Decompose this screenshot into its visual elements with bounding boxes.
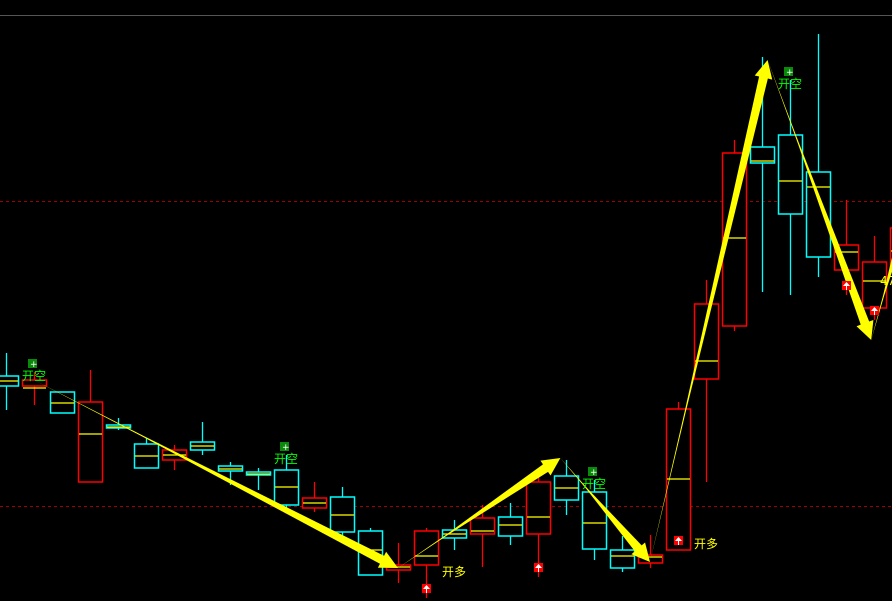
candle	[301, 482, 328, 512]
sell-marker-icon	[784, 67, 793, 76]
buy-marker	[534, 563, 543, 572]
trend-arrow	[767, 60, 874, 340]
up-arrow-icon	[871, 307, 878, 315]
sell-signal: +开空	[22, 359, 46, 383]
candle-body	[525, 481, 552, 535]
candle	[637, 535, 664, 568]
candle	[77, 370, 104, 483]
buy-marker	[674, 536, 683, 545]
buy-marker	[422, 584, 431, 593]
sell-signal: +开空	[778, 67, 802, 91]
trend-arrow	[650, 60, 773, 562]
candle	[693, 280, 720, 482]
buy-signal: 开多	[694, 537, 718, 551]
candle	[133, 438, 160, 469]
candle	[581, 480, 608, 560]
plus-icon: +	[282, 443, 290, 453]
sell-marker-icon	[280, 442, 289, 451]
candle-body	[77, 401, 104, 483]
sell-marker-icon	[28, 359, 37, 368]
candle-body	[749, 146, 776, 164]
candle	[0, 353, 20, 410]
candle	[273, 455, 300, 510]
sell-signal: +开空	[274, 442, 298, 466]
candle-body	[497, 516, 524, 537]
plus-icon: +	[30, 360, 38, 370]
candle	[217, 462, 244, 485]
sell-label: 开空	[582, 477, 606, 491]
candle-body	[609, 549, 636, 569]
buy-signal: 开多	[442, 565, 466, 579]
candle	[805, 34, 832, 277]
trend-arrow	[398, 458, 561, 568]
candle	[161, 445, 188, 470]
candle-body	[413, 530, 440, 566]
partial-price-label: 47	[880, 274, 892, 288]
candle	[49, 391, 76, 414]
up-arrow-icon	[675, 537, 682, 545]
plus-icon: +	[786, 68, 794, 78]
up-arrow-icon	[843, 282, 850, 290]
candle	[189, 422, 216, 455]
candle	[245, 468, 272, 490]
sell-label: 开空	[22, 369, 46, 383]
candle-body	[21, 379, 48, 387]
candle	[525, 470, 552, 577]
candle-body	[469, 517, 496, 535]
candle-body	[889, 227, 892, 272]
candle	[777, 80, 804, 295]
buy-marker	[870, 306, 879, 315]
buy-label: 开多	[694, 537, 718, 551]
candle	[21, 372, 48, 405]
buy-label: 开多	[442, 565, 466, 579]
buy-marker	[842, 281, 851, 290]
candle	[413, 528, 440, 598]
plus-icon: +	[590, 468, 598, 478]
trend-arrow	[560, 458, 650, 562]
candle	[889, 227, 892, 272]
candle-body	[777, 134, 804, 215]
candle-body	[581, 491, 608, 550]
candle	[553, 460, 580, 515]
sell-marker-icon	[588, 467, 597, 476]
candle	[329, 487, 356, 540]
sell-label: 开空	[274, 452, 298, 466]
sell-label: 开空	[778, 77, 802, 91]
candle	[469, 505, 496, 567]
sell-signal: +开空	[582, 467, 606, 491]
candle	[609, 536, 636, 572]
candle	[665, 402, 692, 551]
trend-arrow	[34, 380, 398, 568]
candle	[105, 418, 132, 430]
up-arrow-icon	[535, 564, 542, 572]
up-arrow-icon	[423, 585, 430, 593]
candle	[497, 503, 524, 545]
candle-body	[637, 554, 664, 564]
